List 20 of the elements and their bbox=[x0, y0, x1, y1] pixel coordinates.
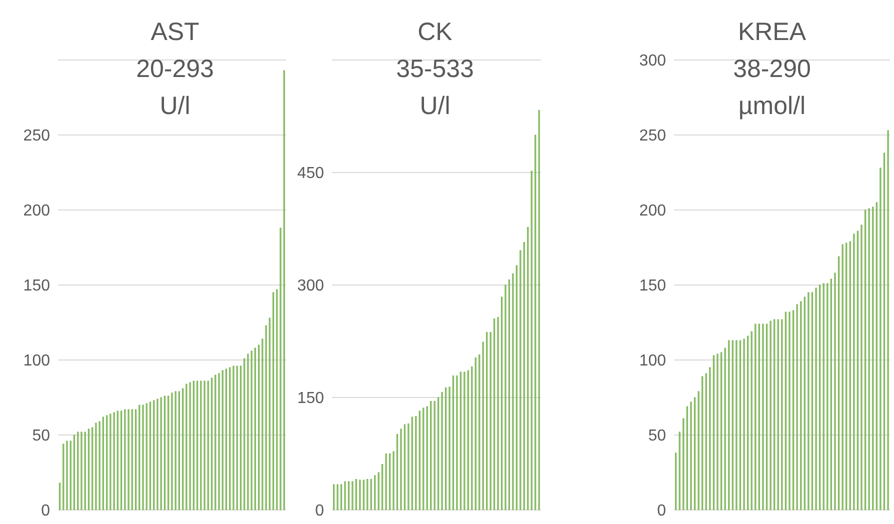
chart-title: CK 35-533 U/l bbox=[395, 17, 475, 122]
y-tick-label: 150 bbox=[23, 278, 50, 295]
y-tick-label: 100 bbox=[639, 352, 666, 370]
y-tick-label: 250 bbox=[23, 128, 50, 145]
chart-title: AST 20-293 U/l bbox=[135, 17, 215, 122]
y-tick-label: 300 bbox=[639, 52, 666, 70]
y-tick-label: 200 bbox=[639, 202, 666, 220]
y-tick-label: 100 bbox=[23, 352, 50, 370]
y-tick-label: 200 bbox=[23, 202, 50, 220]
chart-title: KREA 38-290 µmol/l bbox=[732, 17, 812, 122]
y-tick-label: 300 bbox=[297, 278, 324, 295]
y-tick-label: 50 bbox=[648, 428, 666, 445]
y-tick-label: 150 bbox=[639, 278, 666, 295]
y-tick-label: 0 bbox=[315, 502, 324, 520]
y-tick-label: 450 bbox=[297, 165, 324, 182]
y-tick-label: 0 bbox=[657, 502, 666, 520]
y-tick-label: 50 bbox=[32, 428, 50, 445]
y-tick-label: 150 bbox=[297, 390, 324, 408]
y-tick-label: 250 bbox=[639, 128, 666, 145]
y-tick-label: 0 bbox=[41, 502, 50, 520]
